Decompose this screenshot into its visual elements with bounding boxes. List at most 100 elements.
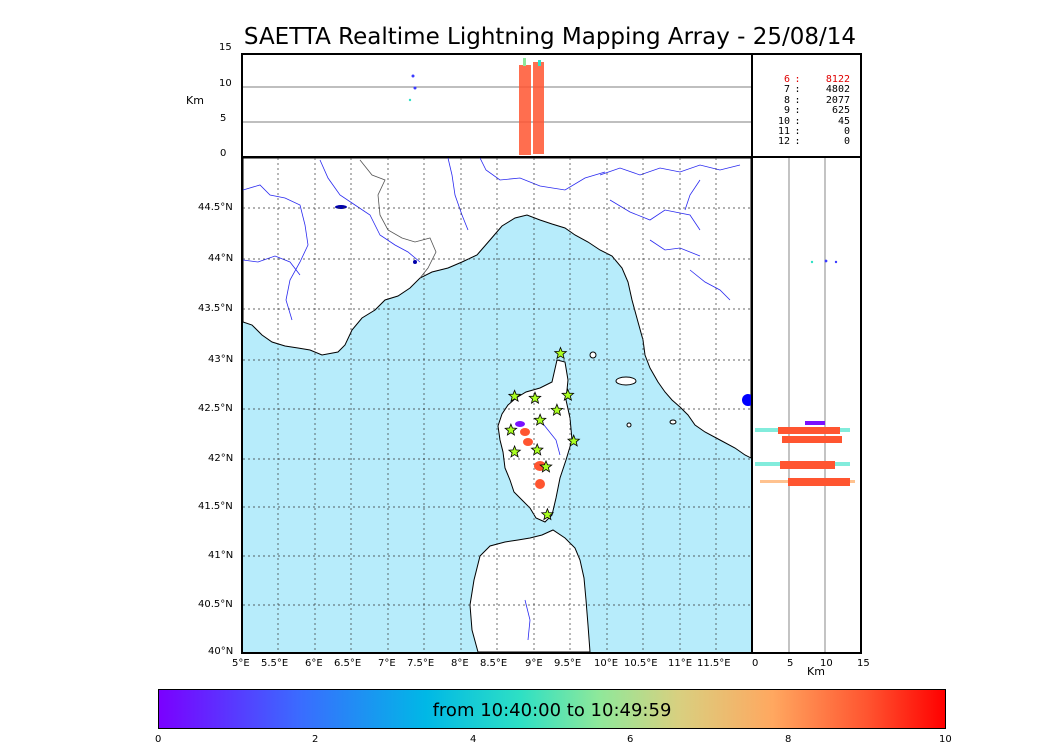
- station-marker: [550, 403, 564, 416]
- capraia-island: [589, 351, 597, 359]
- lon-tick: 7.5°E: [407, 658, 435, 669]
- station-marker: [504, 422, 518, 436]
- lat-tick: 40.5°N: [198, 599, 233, 610]
- stats-table: 6 : 8122 7 : 4802 8 : 2077 9 : 625 10 : …: [760, 74, 850, 148]
- stats-level: 7: [783, 84, 790, 96]
- side-tick: 0: [752, 658, 759, 669]
- elba-island: [615, 376, 637, 386]
- station-marker: [539, 459, 553, 473]
- altitude-tick: 5: [220, 113, 227, 124]
- lon-tick: 8°E: [451, 658, 469, 669]
- side-tick: 15: [857, 658, 870, 669]
- station-marker: [553, 346, 568, 360]
- station-marker: [507, 444, 522, 458]
- lat-tick: 44°N: [208, 253, 234, 264]
- stats-separator: :: [794, 105, 801, 117]
- side-tick: 10: [820, 658, 833, 669]
- lon-tick: 7°E: [378, 658, 396, 669]
- giglio-island: [669, 419, 677, 425]
- stats-row: 12 : 0: [760, 136, 850, 148]
- altitude-panel: [241, 53, 753, 158]
- altitude-unit-label: Km: [186, 94, 204, 107]
- rivers: [243, 158, 741, 641]
- colorbar: [158, 689, 946, 729]
- station-marker: [528, 391, 542, 404]
- lightning-altitude-sources: [408, 58, 544, 155]
- stats-level: 9: [783, 105, 790, 117]
- lon-tick: 6.5°E: [334, 658, 362, 669]
- stations-layer: [504, 346, 581, 521]
- stats-level: 11: [777, 126, 790, 138]
- colorbar-tick: 0: [155, 734, 162, 745]
- chart-title: SAETTA Realtime Lightning Mapping Array …: [243, 24, 857, 50]
- side-unit-label: Km: [807, 665, 825, 678]
- lat-tick: 40°N: [208, 646, 234, 657]
- stats-level: 12: [777, 136, 790, 148]
- lat-tick: 43°N: [208, 354, 234, 365]
- stats-row: 9 : 625: [760, 105, 850, 117]
- stats-level: 10: [777, 115, 790, 127]
- colorbar-tick: 6: [627, 734, 634, 745]
- altitude-tick: 0: [220, 148, 227, 159]
- lightning-map-sources: [515, 394, 751, 489]
- stats-separator: :: [794, 74, 801, 85]
- lon-tick: 10.5°E: [624, 658, 658, 669]
- station-marker: [530, 442, 544, 456]
- stats-row: 7 : 4802: [760, 84, 850, 96]
- stats-count: 45: [837, 115, 850, 127]
- sardinia-island: [469, 529, 591, 652]
- lightning-side-sources: [755, 259, 855, 486]
- lake: [335, 205, 347, 209]
- lon-tick: 5°E: [232, 658, 250, 669]
- station-marker: [507, 389, 522, 402]
- stats-count: 8122: [825, 74, 850, 85]
- stats-row: 11 : 0: [760, 126, 850, 138]
- lon-tick: 8.5°E: [480, 658, 508, 669]
- lat-tick: 42.5°N: [198, 403, 233, 414]
- lat-tick: 44.5°N: [198, 202, 233, 213]
- station-marker: [561, 388, 575, 401]
- lon-tick: 6°E: [305, 658, 323, 669]
- stats-separator: :: [794, 84, 801, 96]
- stats-separator: :: [794, 136, 801, 148]
- stats-count: 4802: [825, 84, 850, 96]
- lat-tick: 41°N: [208, 550, 234, 561]
- stats-row: 8 : 2077: [760, 94, 850, 106]
- altitude-side-panel: [751, 156, 862, 654]
- colorbar-tick: 10: [939, 734, 952, 745]
- stats-count: 0: [843, 126, 850, 138]
- stats-level: 8: [783, 94, 790, 106]
- lon-tick: 9°E: [525, 658, 543, 669]
- stats-count: 625: [831, 105, 850, 117]
- station-marker: [533, 413, 547, 426]
- stats-panel: [751, 53, 862, 158]
- colorbar-label: from 10:40:00 to 10:49:59: [432, 700, 672, 721]
- lat-tick: 43.5°N: [198, 303, 233, 314]
- lon-tick: 11.5°E: [697, 658, 731, 669]
- stats-count: 2077: [825, 94, 850, 106]
- map-grid: [243, 158, 751, 652]
- stats-separator: :: [794, 115, 801, 127]
- stats-row: 6 : 8122: [760, 74, 850, 85]
- colorbar-tick: 2: [312, 734, 319, 745]
- colorbar-tick: 8: [785, 734, 792, 745]
- stats-separator: :: [794, 94, 801, 106]
- station-marker: [540, 507, 555, 521]
- montecristo-island: [626, 422, 632, 428]
- lat-tick: 42°N: [208, 453, 234, 464]
- stats-level: 6: [783, 74, 790, 85]
- stats-row: 10 : 45: [760, 115, 850, 127]
- altitude-tick: 10: [219, 78, 232, 89]
- stats-separator: :: [794, 126, 801, 138]
- lon-tick: 11°E: [668, 658, 693, 669]
- side-tick: 5: [787, 658, 794, 669]
- stats-count: 0: [843, 136, 850, 148]
- station-marker: [566, 433, 581, 447]
- lat-tick: 41.5°N: [198, 501, 233, 512]
- lon-tick: 10°E: [594, 658, 619, 669]
- country-border: [359, 159, 437, 279]
- lon-tick: 9.5°E: [554, 658, 582, 669]
- lon-tick: 5.5°E: [261, 658, 289, 669]
- lake: [413, 260, 417, 264]
